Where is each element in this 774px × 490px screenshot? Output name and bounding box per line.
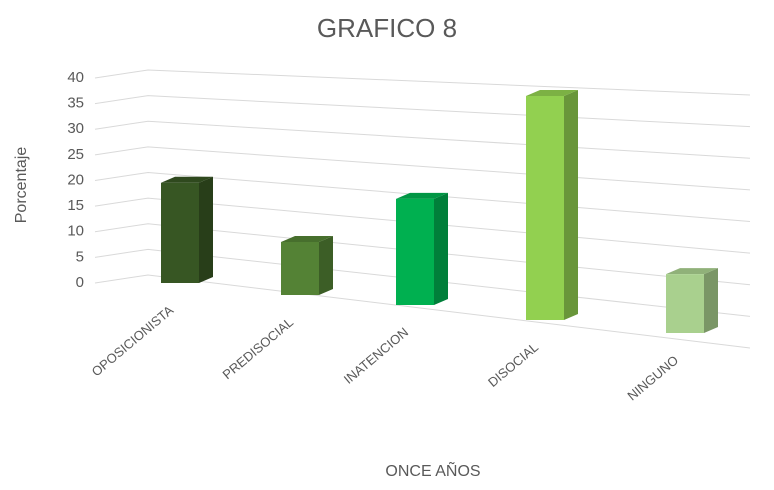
bar xyxy=(396,192,448,305)
grid-line xyxy=(94,274,751,349)
bar-front xyxy=(526,96,564,320)
bar-top xyxy=(666,268,718,275)
bar-top xyxy=(396,192,448,199)
grid-line xyxy=(94,120,751,159)
bar xyxy=(161,176,213,283)
bar xyxy=(526,90,578,320)
bar-side xyxy=(704,268,718,333)
x-tick-label: INATENCION xyxy=(341,324,411,386)
y-tick-label: 10 xyxy=(67,223,84,240)
y-tick-label: 40 xyxy=(67,69,84,86)
x-tick-label: NINGUNO xyxy=(624,352,681,403)
y-tick-label: 0 xyxy=(76,274,84,291)
y-axis-title: Porcentaje xyxy=(13,147,30,224)
x-tick-label: DISOCIAL xyxy=(485,339,541,389)
bar xyxy=(281,235,333,295)
bar xyxy=(666,268,718,333)
bar-side xyxy=(319,235,333,295)
bar-side xyxy=(434,192,448,305)
bar-front xyxy=(161,182,199,283)
bar-top xyxy=(526,90,578,97)
chart-title: GRAFICO 8 xyxy=(317,13,457,43)
bar-front xyxy=(281,241,319,295)
x-axis-title: ONCE AÑOS xyxy=(385,460,480,480)
bar-front xyxy=(396,198,434,305)
y-tick-label: 25 xyxy=(67,146,84,163)
grid-line xyxy=(94,69,751,96)
bar-top xyxy=(161,176,213,183)
y-tick-label: 20 xyxy=(67,171,84,188)
y-tick-label: 15 xyxy=(67,197,84,214)
bar-front xyxy=(666,274,704,333)
y-tick-label: 35 xyxy=(67,95,84,112)
y-tick-label: 5 xyxy=(76,248,84,265)
bar-side xyxy=(564,90,578,320)
bar-top xyxy=(281,235,333,242)
x-tick-label: OPOSICIONISTA xyxy=(89,302,177,379)
x-tick-label: PREDISOCIAL xyxy=(220,314,297,382)
y-tick-label: 30 xyxy=(67,120,84,137)
grid-line xyxy=(94,95,751,128)
bar-side xyxy=(199,176,213,283)
